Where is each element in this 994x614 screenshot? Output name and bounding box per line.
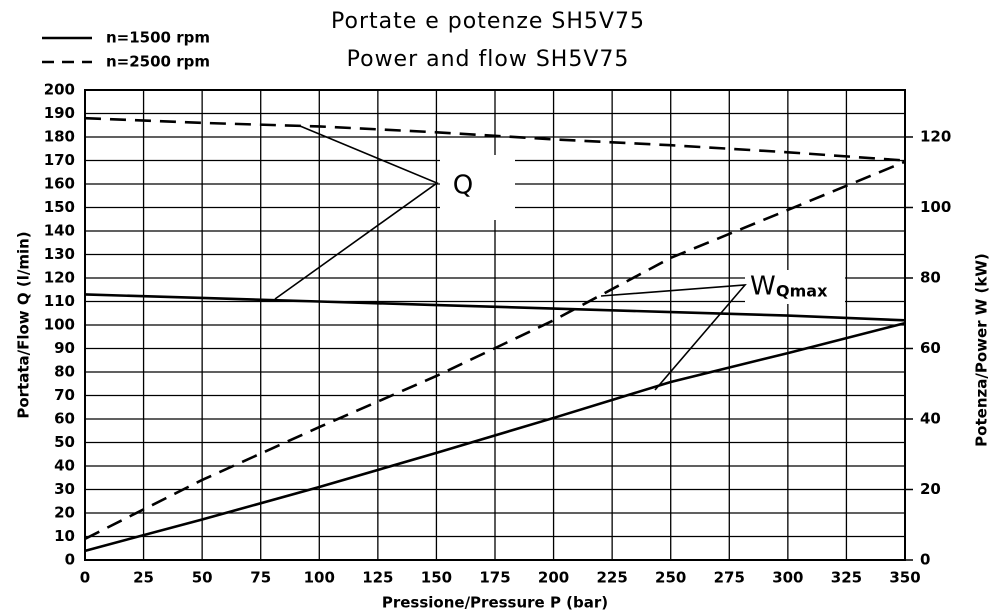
y-tick-label: 140 (44, 222, 75, 240)
x-tick-label: 200 (538, 569, 569, 587)
x-tick-label: 325 (831, 569, 862, 587)
annotation: W (750, 272, 776, 302)
x-tick-label: 250 (655, 569, 686, 587)
x-tick-label: 225 (596, 569, 627, 587)
chart-subtitle: Power and flow SH5V75 (347, 47, 630, 72)
flow-line (84, 293, 906, 322)
annotation-sub: Qmax (776, 282, 828, 301)
x-axis-label: Pressione/Pressure P (bar) (382, 594, 608, 612)
y-tick-label: 30 (54, 480, 75, 498)
y-tick-label: 90 (54, 339, 75, 357)
chart-title: Portate e potenze SH5V75 (331, 9, 645, 34)
y2-axis-label: Potenza/Power W (kW) (973, 253, 991, 447)
annotation-bg (745, 270, 845, 304)
x-tick-label: 300 (772, 569, 803, 587)
y-tick-label: 170 (44, 151, 75, 169)
y-tick-label: 200 (44, 81, 75, 99)
x-tick-label: 350 (889, 569, 920, 587)
y-tick-label: 20 (54, 504, 75, 522)
annotation: Q (453, 171, 473, 201)
x-tick-label: 50 (192, 569, 213, 587)
legend-label: n=2500 rpm (106, 53, 210, 71)
y2-tick-label: 120 (920, 127, 951, 145)
y-tick-label: 80 (54, 363, 75, 381)
y-tick-label: 190 (44, 104, 75, 122)
plot-frame (84, 89, 906, 561)
y2-tick-label: 100 (920, 198, 951, 216)
y2-tick-label: 0 (920, 551, 930, 569)
y-tick-label: 100 (44, 316, 75, 334)
x-tick-label: 275 (714, 569, 745, 587)
y-tick-label: 110 (44, 292, 75, 310)
x-tick-label: 75 (250, 569, 271, 587)
y-tick-label: 160 (44, 175, 75, 193)
y-tick-label: 0 (65, 551, 75, 569)
annotation-bg (440, 155, 515, 220)
y-tick-label: 10 (54, 527, 75, 545)
x-tick-label: 125 (362, 569, 393, 587)
legend-label: n=1500 rpm (106, 29, 210, 47)
leader-line (600, 284, 747, 391)
x-tick-label: 175 (479, 569, 510, 587)
y-tick-label: 60 (54, 410, 75, 428)
y-tick-label: 70 (54, 386, 75, 404)
y2-tick-label: 80 (920, 268, 941, 286)
y2-tick-label: 60 (920, 339, 941, 357)
leader-lines (274, 125, 747, 391)
x-tick-label: 100 (304, 569, 335, 587)
x-tick-label: 0 (80, 569, 90, 587)
power-line (84, 160, 906, 541)
y-tick-label: 50 (54, 433, 75, 451)
y-tick-label: 150 (44, 198, 75, 216)
y-axis-label: Portata/Flow Q (l/min) (15, 231, 33, 418)
y-tick-label: 180 (44, 128, 75, 146)
x-tick-label: 150 (421, 569, 452, 587)
y-tick-label: 130 (44, 245, 75, 263)
flow-line (84, 116, 906, 162)
y2-tick-label: 40 (920, 409, 941, 427)
leader-line (274, 125, 439, 300)
y-tick-label: 120 (44, 269, 75, 287)
power-line (84, 321, 906, 553)
y-tick-label: 40 (54, 457, 75, 475)
y2-tick-label: 20 (920, 480, 941, 498)
x-tick-label: 25 (133, 569, 154, 587)
